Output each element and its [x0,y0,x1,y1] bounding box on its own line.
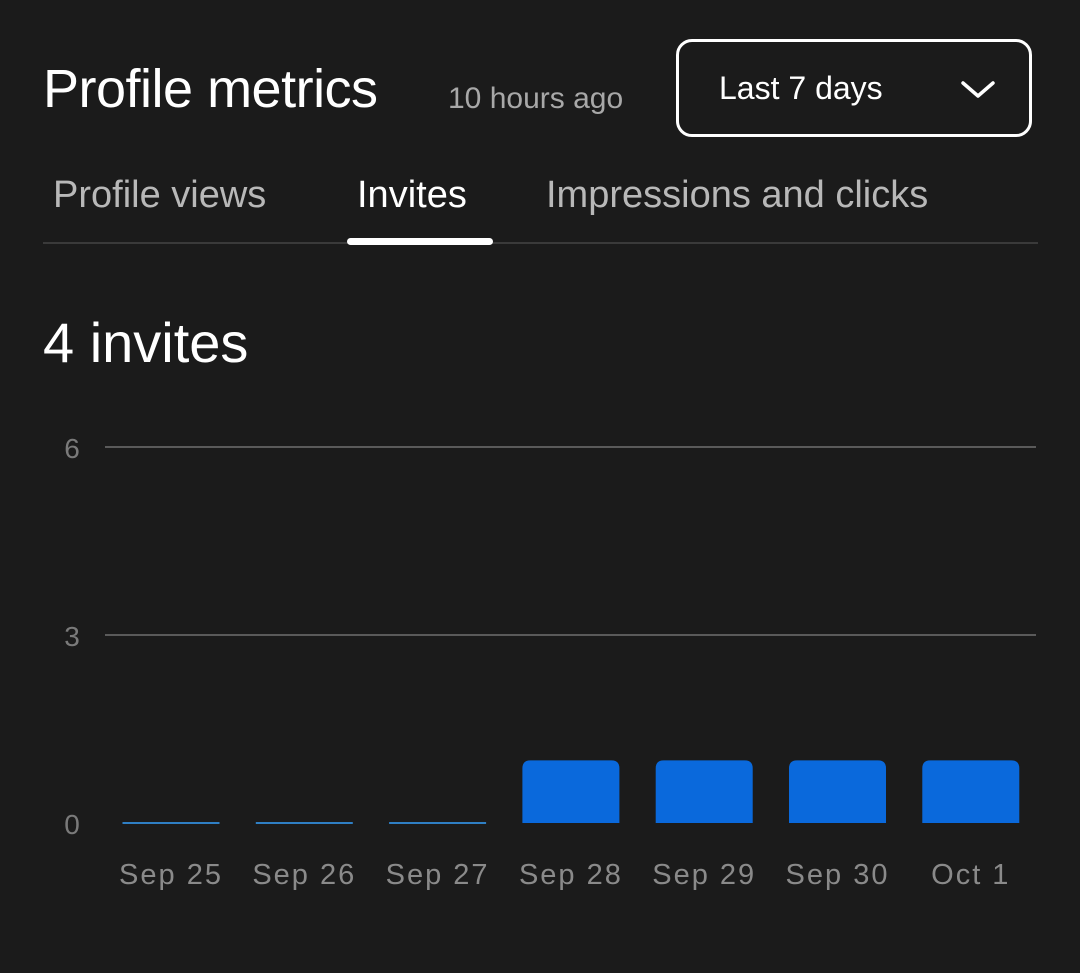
active-tab-indicator [347,238,493,245]
invites-count: 4 invites [43,311,249,374]
y-tick-label: 0 [64,809,80,840]
chevron-down-icon [961,81,995,98]
tab-profile-views[interactable]: Profile views [53,174,267,216]
last-updated: 10 hours ago [448,82,624,115]
page-title: Profile metrics [43,59,378,119]
bar [922,760,1020,823]
y-tick-label: 6 [64,433,80,464]
date-range-select[interactable]: Last 7 days [676,39,1032,137]
x-tick-label: Sep 28 [519,859,623,891]
bar [255,822,353,824]
y-tick-label: 3 [64,621,80,652]
bar [789,760,886,823]
bar [122,822,220,824]
bar [522,760,620,823]
x-tick-label: Sep 29 [652,859,756,891]
x-tick-label: Sep 25 [119,859,223,891]
tab-invites[interactable]: Invites [357,174,467,216]
metric-tabs: Profile views Invites Impressions and cl… [43,170,1038,244]
date-range-value: Last 7 days [719,69,883,106]
x-tick-label: Sep 26 [252,859,356,891]
bar [389,822,487,824]
tab-impressions-and-clicks[interactable]: Impressions and clicks [546,174,929,216]
x-tick-label: Sep 30 [786,859,890,891]
bar [655,760,753,823]
x-tick-label: Sep 27 [386,859,490,891]
x-tick-label: Oct 1 [931,859,1010,891]
